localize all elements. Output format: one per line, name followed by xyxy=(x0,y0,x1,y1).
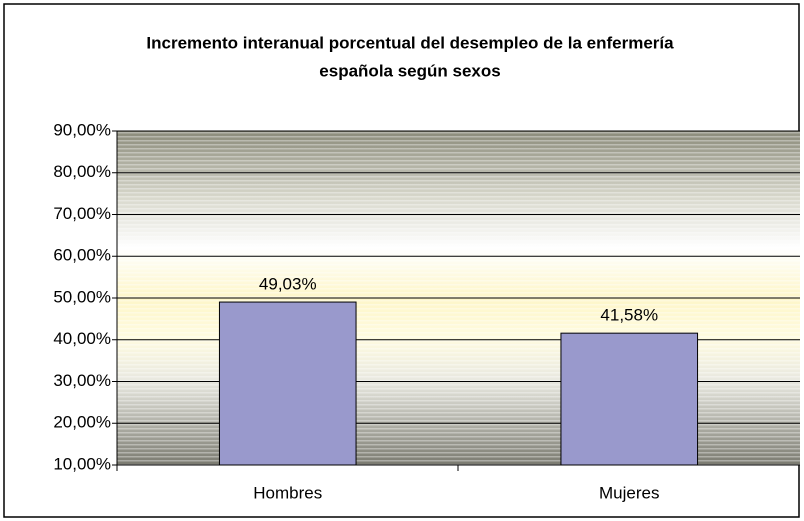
chart-title: Incremento interanual porcentual del des… xyxy=(146,33,674,52)
y-tick-label: 90,00% xyxy=(53,120,111,139)
y-tick-label: 60,00% xyxy=(53,246,111,265)
x-tick-label: Mujeres xyxy=(599,483,659,502)
y-tick-label: 30,00% xyxy=(53,371,111,390)
y-tick-label: 70,00% xyxy=(53,204,111,223)
y-tick-label: 20,00% xyxy=(53,413,111,432)
y-tick-label: 50,00% xyxy=(53,287,111,306)
data-label: 49,03% xyxy=(259,275,317,294)
bar xyxy=(560,332,699,466)
y-tick-label: 10,00% xyxy=(53,454,111,473)
bar xyxy=(218,301,357,466)
y-tick-label: 40,00% xyxy=(53,329,111,348)
y-tick-label: 80,00% xyxy=(53,162,111,181)
x-tick-label: Hombres xyxy=(253,483,322,502)
data-label: 41,58% xyxy=(600,306,658,325)
chart-title-continued: española según sexos xyxy=(319,61,500,80)
